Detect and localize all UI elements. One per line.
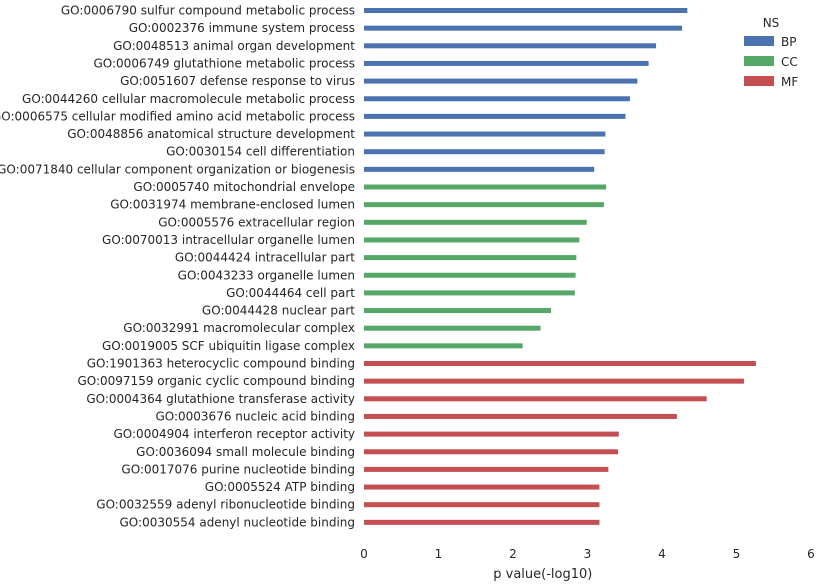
category-label: GO:0017076 purine nucleotide binding	[121, 462, 355, 476]
category-label: GO:0032991 macromolecular complex	[123, 321, 355, 335]
legend-label-cc: CC	[781, 55, 798, 69]
bar-mf	[364, 502, 600, 508]
bar-cc	[364, 325, 541, 331]
x-tick-label: 6	[807, 547, 815, 561]
category-label: GO:0002376 immune system process	[129, 21, 355, 35]
bar-bp	[364, 8, 688, 13]
bar-cc	[364, 202, 604, 208]
category-label: GO:0044260 cellular macromolecule metabo…	[22, 92, 355, 106]
category-label: GO:0006575 cellular modified amino acid …	[0, 109, 355, 123]
category-label: GO:1901363 heterocyclic compound binding	[87, 357, 355, 371]
bar-cc	[364, 219, 587, 225]
bar-mf	[364, 466, 609, 472]
bar-bp	[364, 131, 606, 137]
bar-cc	[364, 184, 607, 190]
category-label: GO:0019005 SCF ubiquitin ligase complex	[102, 339, 355, 353]
category-label: GO:0044464 cell part	[226, 286, 355, 300]
bar-cc	[364, 255, 577, 261]
category-label: GO:0032559 adenyl ribonucleotide binding	[96, 498, 355, 512]
legend-swatch-bp	[744, 36, 774, 46]
category-label: GO:0030554 adenyl nucleotide binding	[120, 515, 356, 529]
bar-mf	[364, 413, 677, 419]
category-label: GO:0004364 glutathione transferase activ…	[86, 392, 355, 406]
category-label: GO:0030154 cell differentiation	[166, 145, 355, 159]
category-label: GO:0005576 extracellular region	[158, 215, 355, 229]
x-tick-label: 0	[360, 547, 368, 561]
bar-mf	[364, 449, 619, 455]
category-label: GO:0071840 cellular component organizati…	[0, 162, 355, 176]
bar-bp	[364, 166, 595, 172]
category-label: GO:0031974 membrane-enclosed lumen	[110, 198, 355, 212]
x-axis-ticks: 0 1 2 3 4 5 6	[360, 547, 815, 561]
bar-bp	[364, 96, 630, 102]
x-tick-label: 5	[733, 547, 741, 561]
bar-bp	[364, 149, 605, 155]
legend-swatch-mf	[744, 76, 774, 86]
category-label: GO:0003676 nucleic acid binding	[155, 409, 355, 423]
bar-mf	[364, 396, 707, 402]
category-label: GO:0044428 nuclear part	[202, 304, 355, 318]
x-axis-label: p value(-log10)	[493, 567, 592, 582]
bar-bp	[364, 25, 683, 31]
category-label: GO:0004904 interferon receptor activity	[113, 427, 355, 441]
x-tick-label: 3	[584, 547, 592, 561]
bar-cc	[364, 290, 575, 296]
category-label: GO:0097159 organic cyclic compound bindi…	[77, 374, 355, 388]
bar-bp	[364, 113, 626, 119]
legend-label-bp: BP	[781, 35, 796, 49]
category-label: GO:0070013 intracellular organelle lumen	[102, 233, 355, 247]
category-label: GO:0043233 organelle lumen	[178, 268, 355, 282]
category-labels: GO:0006790 sulfur compound metabolic pro…	[0, 4, 355, 530]
legend: NS BP CC MF	[744, 16, 798, 89]
category-label: GO:0048513 animal organ development	[113, 39, 355, 53]
bar-group	[364, 8, 756, 525]
legend-swatch-cc	[744, 56, 774, 66]
legend-title: NS	[763, 16, 780, 30]
category-label: GO:0044424 intracellular part	[175, 251, 355, 265]
bar-bp	[364, 60, 649, 66]
bar-bp	[364, 78, 638, 84]
category-label: GO:0005524 ATP binding	[205, 480, 355, 494]
bar-mf	[364, 519, 600, 525]
bar-mf	[364, 361, 756, 366]
x-tick-label: 4	[658, 547, 666, 561]
bar-mf	[364, 378, 744, 384]
category-label: GO:0006749 glutathione metabolic process	[93, 56, 355, 70]
bar-bp	[364, 43, 657, 49]
x-tick-label: 1	[435, 547, 443, 561]
bar-cc	[364, 237, 580, 243]
bar-cc	[364, 343, 523, 349]
category-label: GO:0048856 anatomical structure developm…	[67, 127, 355, 141]
category-label: GO:0005740 mitochondrial envelope	[133, 180, 355, 194]
category-label: GO:0006790 sulfur compound metabolic pro…	[61, 4, 355, 18]
bar-mf	[364, 431, 619, 437]
legend-label-mf: MF	[781, 75, 798, 89]
bar-cc	[364, 308, 551, 314]
bar-mf	[364, 484, 600, 490]
x-tick-label: 2	[509, 547, 517, 561]
bar-cc	[364, 272, 576, 278]
category-label: GO:0036094 small molecule binding	[136, 445, 355, 459]
category-label: GO:0051607 defense response to virus	[120, 74, 355, 88]
